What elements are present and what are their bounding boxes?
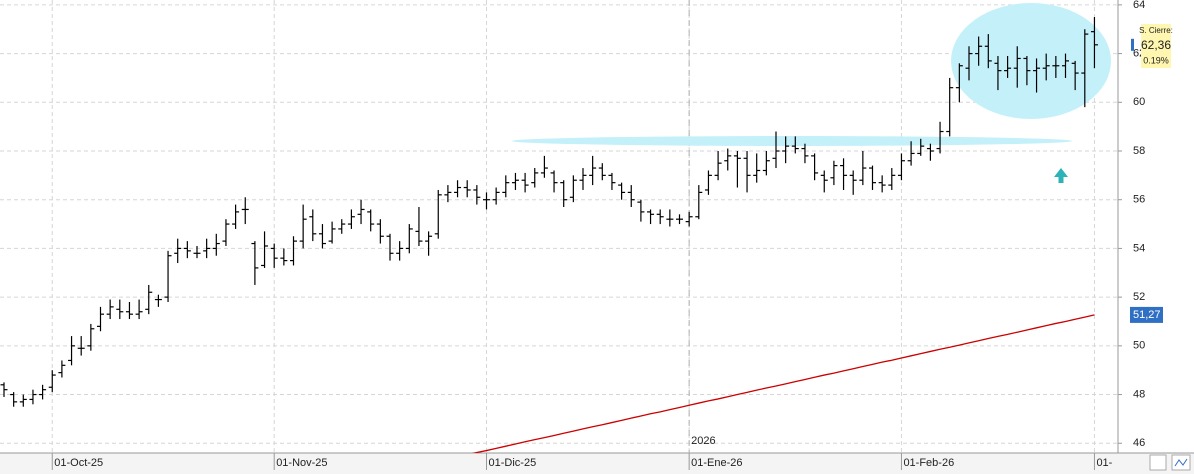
y-tick-label: 56	[1133, 194, 1145, 206]
y-tick-label: 52	[1133, 291, 1145, 303]
x-tick-label: 01-	[1096, 457, 1112, 469]
y-tick-label: 58	[1133, 145, 1145, 157]
close-value: 62,36	[1141, 38, 1171, 52]
icon-button[interactable]	[1149, 454, 1167, 471]
ma-tag-label: 51,27	[1133, 309, 1161, 321]
close-tag-box	[1141, 24, 1171, 68]
y-tick-label: 48	[1133, 388, 1145, 400]
y-tick-label: 60	[1133, 96, 1145, 108]
moving-average	[471, 314, 1095, 453]
bars	[0, 17, 1098, 453]
y-tick-label: 54	[1133, 242, 1145, 254]
grid	[0, 0, 1118, 453]
icon-glyph	[1174, 458, 1188, 467]
x-tick-label: 01-Oct-25	[54, 457, 103, 469]
ma-tag	[1130, 306, 1163, 323]
x-tick-label: 01-Dic-25	[489, 457, 537, 469]
y-tick-label: 46	[1133, 437, 1145, 449]
y-tick-label: 50	[1133, 340, 1145, 352]
highlight-band	[512, 136, 1072, 146]
x-tick-label: 01-Feb-26	[903, 457, 954, 469]
highlight-ellipse	[951, 3, 1111, 119]
y-tick-label: 64	[1133, 0, 1145, 11]
close-marker	[1131, 38, 1134, 51]
close-title: S. Cierre:	[1139, 26, 1173, 35]
x-tick-label: 01-Nov-25	[276, 457, 327, 469]
arrow-up	[1054, 168, 1068, 183]
year-label: 2026	[691, 435, 715, 447]
close-change: 0.19%	[1143, 55, 1169, 65]
x-tick-label: 01-Ene-26	[691, 457, 742, 469]
x-axis-band	[0, 453, 1194, 474]
